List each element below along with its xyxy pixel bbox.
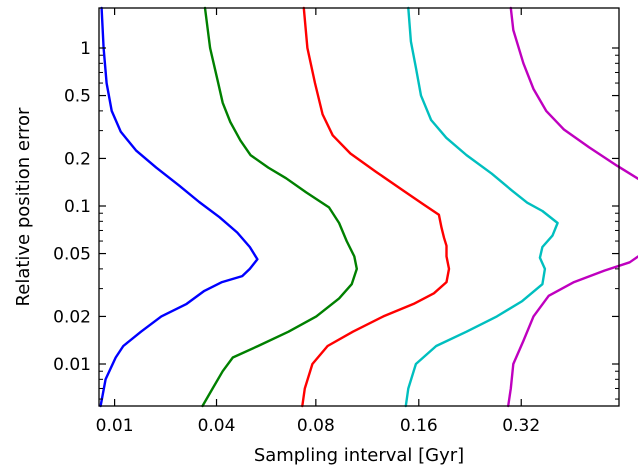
y-tick-label: 0.2 xyxy=(64,149,91,169)
x-axis-ticks: 0.01 0.04 0.08 0.16 0.32 xyxy=(96,8,540,436)
plot-frame xyxy=(98,7,620,407)
x-tick-label: 0.01 xyxy=(96,416,134,436)
plot-curves xyxy=(99,6,638,408)
series-curve-5 xyxy=(507,6,638,408)
y-tick-label: 0.01 xyxy=(53,355,91,375)
y-tick-label: 0.5 xyxy=(64,87,91,107)
x-tick-label: 0.08 xyxy=(297,416,335,436)
y-tick-label: 0.05 xyxy=(53,245,91,265)
y-tick-label: 0.02 xyxy=(53,307,91,327)
series-curve-1 xyxy=(99,6,259,408)
x-tick-label: 0.16 xyxy=(400,416,438,436)
y-axis-label: Relative position error xyxy=(13,107,34,307)
series-curve-4 xyxy=(404,6,559,408)
y-axis-ticks: 0.01 0.02 0.05 0.1 0.2 0.5 1 xyxy=(53,39,619,400)
series-curve-2 xyxy=(201,6,358,408)
y-tick-label: 1 xyxy=(80,39,91,59)
series-curve-3 xyxy=(301,6,451,408)
x-tick-label: 0.32 xyxy=(502,416,540,436)
x-tick-label: 0.04 xyxy=(198,416,236,436)
y-tick-label: 0.1 xyxy=(64,197,91,217)
x-axis-label: Sampling interval [Gyr] xyxy=(254,445,464,466)
